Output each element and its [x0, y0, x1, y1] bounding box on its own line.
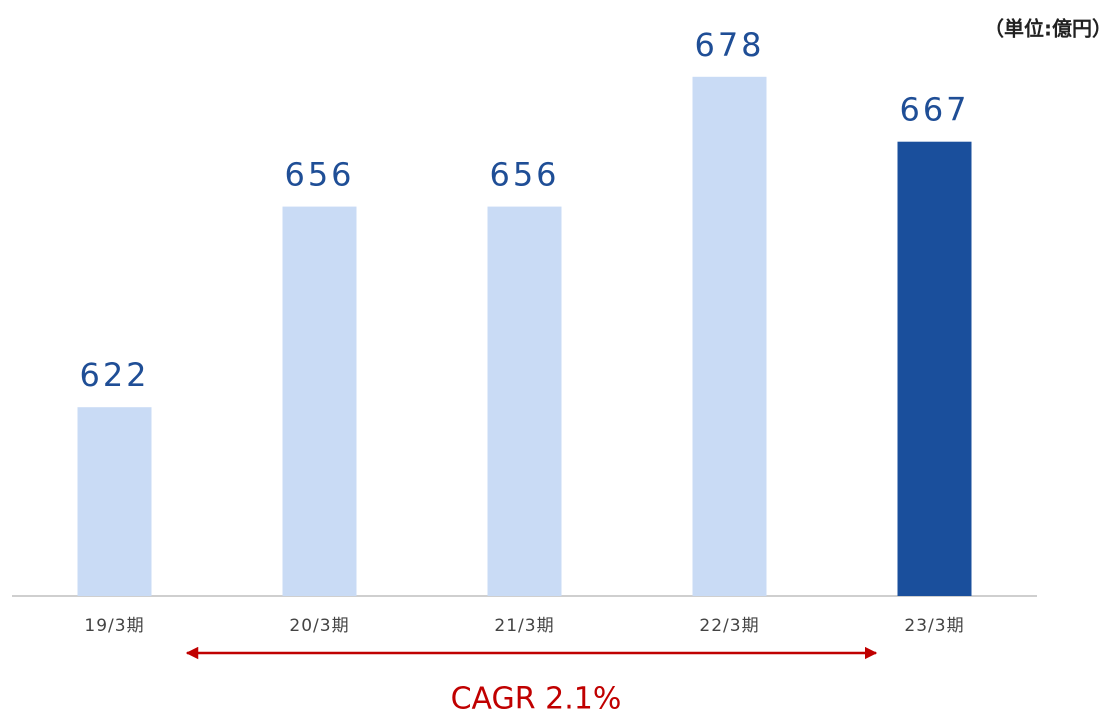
- x-tick-label: 19/3期: [84, 616, 144, 636]
- data-label: 667: [899, 91, 969, 129]
- bar: [282, 206, 357, 596]
- data-label: 656: [489, 156, 559, 194]
- data-label: 678: [694, 26, 764, 64]
- x-tick-label: 22/3期: [699, 616, 759, 636]
- x-tick-label: 20/3期: [289, 616, 349, 636]
- bar: [897, 141, 972, 596]
- bar: [77, 407, 152, 596]
- data-label: 622: [79, 356, 149, 394]
- bar: [692, 76, 767, 597]
- x-tick-label: 21/3期: [494, 616, 554, 636]
- bar: [487, 206, 562, 596]
- unit-label: （単位:億円）: [984, 17, 1112, 41]
- data-label: 656: [284, 156, 354, 194]
- x-tick-label: 23/3期: [904, 616, 964, 636]
- annotation: CAGR 2.1%: [451, 682, 622, 717]
